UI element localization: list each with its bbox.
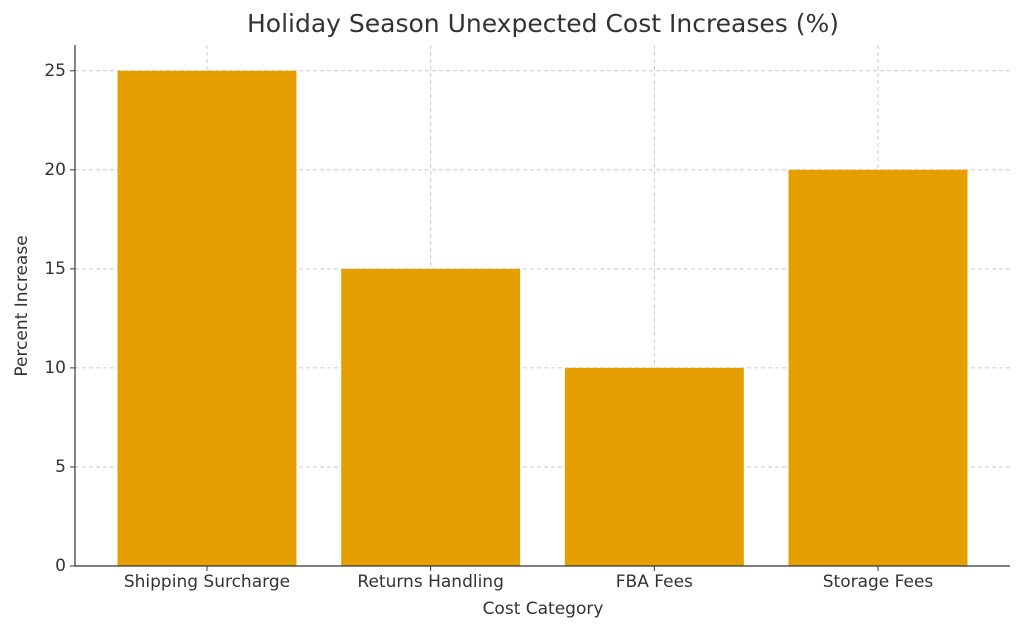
y-tick-label: 10 — [44, 358, 66, 378]
y-tick-label: 25 — [44, 61, 66, 81]
y-tick-label: 15 — [44, 259, 66, 279]
x-axis-label: Cost Category — [483, 599, 604, 619]
x-tick-label: Returns Handling — [357, 572, 503, 592]
bar — [117, 70, 297, 566]
x-tick-label: FBA Fees — [616, 572, 693, 592]
bar — [341, 268, 521, 566]
y-tick-label: 0 — [55, 556, 66, 576]
bar — [564, 367, 744, 566]
y-tick-label: 5 — [55, 457, 66, 477]
bar — [788, 169, 968, 566]
y-axis-label: Percent Increase — [12, 235, 32, 376]
x-tick-label: Shipping Surcharge — [124, 572, 290, 592]
y-tick-label: 20 — [44, 160, 66, 180]
chart-title: Holiday Season Unexpected Cost Increases… — [247, 9, 839, 38]
x-tick-label: Storage Fees — [823, 572, 934, 592]
